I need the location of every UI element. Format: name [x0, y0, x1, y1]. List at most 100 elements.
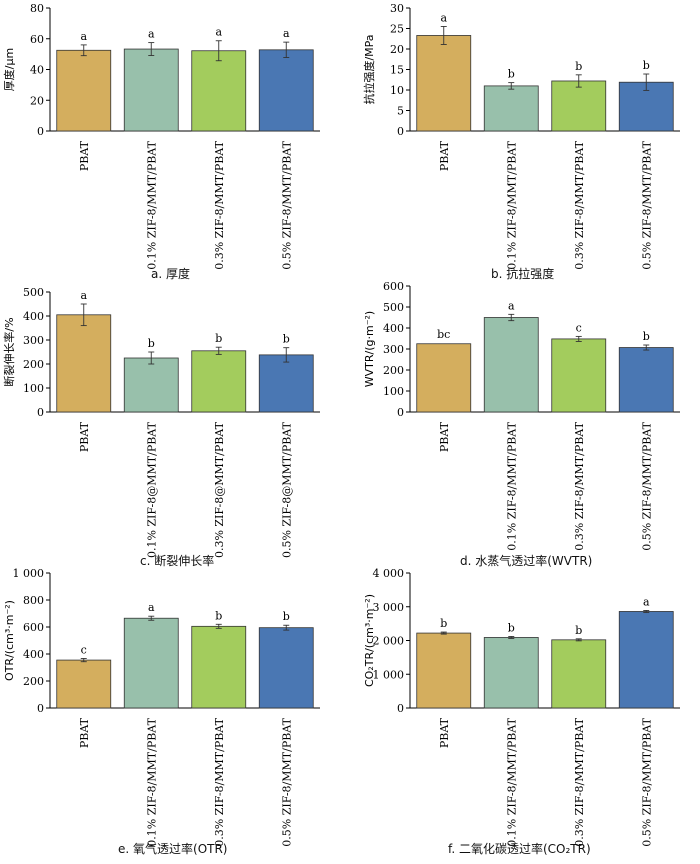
panel-c-bar [56, 314, 112, 413]
panel-f-significance-letter: b [575, 624, 582, 637]
panel-a-significance-letter: a [283, 27, 290, 40]
panel-b-y-tick-label: 0 [397, 125, 404, 138]
caption-a: a. 厚度 [151, 267, 190, 281]
panel-b-significance-letter: b [575, 60, 582, 73]
panel-a-bar [258, 49, 314, 132]
panel-b-category-label: 0.5% ZIF-8/MMT/PBAT [640, 140, 653, 269]
panel-f-y-tick-label: 2 000 [373, 635, 405, 648]
caption-c: c. 断裂伸长率 [140, 554, 215, 568]
panel-e-significance-letter: b [215, 609, 222, 622]
panel-d-category-label: 0.5% ZIF-8/MMT/PBAT [640, 421, 653, 550]
panel-c-category-label: 0.3% ZIF-8@MMT/PBAT [213, 421, 226, 558]
panel-e-bar [258, 627, 314, 709]
panel-b-bar [551, 80, 607, 132]
panel-c-y-tick-label: 400 [23, 310, 44, 323]
panel-a-y-tick-label: 0 [37, 125, 44, 138]
panel-e-category-label: 0.1% ZIF-8/MMT/PBAT [145, 717, 158, 846]
panel-a-bar [123, 48, 179, 132]
panel-e-category-label: 0.3% ZIF-8/MMT/PBAT [213, 717, 226, 846]
panel-b-bar [483, 85, 539, 132]
panel-d-category-label: 0.3% ZIF-8/MMT/PBAT [573, 421, 586, 550]
panel-a-y-label: 厚度/μm [2, 48, 16, 91]
panel-c-y-tick-label: 300 [23, 334, 44, 347]
panel-c-bar [191, 350, 247, 413]
panel-e-significance-letter: b [283, 610, 290, 623]
panel-e-category-label: PBAT [78, 717, 91, 748]
panel-a-category-label: 0.3% ZIF-8/MMT/PBAT [213, 140, 226, 269]
panel-a-category-label: 0.5% ZIF-8/MMT/PBAT [280, 140, 293, 269]
panel-b-y-tick-label: 10 [390, 84, 404, 97]
panel-d-category-label: 0.1% ZIF-8/MMT/PBAT [505, 421, 518, 550]
panel-d-y-tick-label: 600 [383, 280, 404, 293]
panel-b-y-tick-label: 15 [390, 64, 404, 77]
panel-a-bar [56, 49, 112, 132]
panel-e-y-tick-label: 200 [23, 675, 44, 688]
panel-f-significance-letter: a [643, 595, 650, 608]
panel-f-y-tick-label: 1 000 [373, 668, 405, 681]
panel-b-category-label: 0.3% ZIF-8/MMT/PBAT [573, 140, 586, 269]
panel-e-y-tick-label: 1 000 [13, 567, 45, 580]
panel-b-y-label: 抗拉强度/MPa [362, 34, 376, 104]
panel-e-y-tick-label: 400 [23, 648, 44, 661]
panel-c-category-label: 0.5% ZIF-8@MMT/PBAT [280, 421, 293, 558]
panel-c-significance-letter: b [283, 333, 290, 346]
panel-c-category-label: PBAT [78, 421, 91, 452]
panel-d-bar [416, 343, 472, 413]
panel-f-y-label: CO₂TR/(cm³·m⁻²) [363, 594, 376, 687]
panel-c-significance-letter: a [80, 289, 87, 302]
panel-e-bar [191, 625, 247, 709]
panel-c-y-tick-label: 100 [23, 382, 44, 395]
panel-d-y-tick-label: 400 [383, 322, 404, 335]
panel-b-y-tick-label: 5 [397, 105, 404, 118]
panel-b-bar [416, 35, 472, 132]
panel-c-y-label: 断裂伸长率/% [2, 317, 16, 386]
panel-a-bar [191, 50, 247, 132]
panel-e-y-label: OTR/(cm³·m⁻²) [3, 600, 16, 681]
panel-d-significance-letter: bc [437, 328, 450, 341]
caption-d: d. 水蒸气透过率(WVTR) [460, 554, 593, 568]
panel-f-y-tick-label: 4 000 [373, 567, 405, 580]
panel-b-significance-letter: b [508, 68, 515, 81]
panel-b-category-label: PBAT [438, 140, 451, 171]
panel-a-category-label: PBAT [78, 140, 91, 171]
panel-b-category-label: 0.1% ZIF-8/MMT/PBAT [505, 140, 518, 269]
panel-d-bar [483, 317, 539, 413]
panel-c-significance-letter: b [215, 332, 222, 345]
panel-e-category-label: 0.5% ZIF-8/MMT/PBAT [280, 717, 293, 846]
panel-d-y-label: WVTR/(g·m⁻²) [363, 311, 376, 387]
panel-c-y-tick-label: 500 [23, 286, 44, 299]
panel-c-significance-letter: b [148, 337, 155, 350]
panel-a-y-tick-label: 60 [30, 33, 44, 46]
panel-a-category-label: 0.1% ZIF-8/MMT/PBAT [145, 140, 158, 269]
panel-e-y-tick-label: 0 [37, 702, 44, 715]
panel-e-y-tick-label: 800 [23, 594, 44, 607]
panel-a-y-tick-label: 40 [30, 64, 44, 77]
panel-f-bar [618, 611, 674, 709]
panel-a-y-tick-label: 80 [30, 2, 44, 15]
panel-d-y-tick-label: 0 [397, 406, 404, 419]
caption-f: f. 二氧化碳透过率(CO₂TR) [448, 842, 591, 856]
panel-c-bar [123, 357, 179, 413]
panel-a-significance-letter: a [215, 26, 222, 39]
panel-f-y-tick-label: 0 [397, 702, 404, 715]
panel-f-bar [551, 639, 607, 709]
panel-f-significance-letter: b [508, 621, 515, 634]
panel-f-category-label: PBAT [438, 717, 451, 748]
panel-a-y-tick-label: 20 [30, 94, 44, 107]
panel-e-bar [123, 617, 179, 709]
panel-d-y-tick-label: 500 [383, 301, 404, 314]
panel-b-y-tick-label: 20 [390, 43, 404, 56]
caption-b: b. 抗拉强度 [491, 267, 555, 281]
panel-d-significance-letter: c [576, 321, 582, 334]
panel-c-y-tick-label: 200 [23, 358, 44, 371]
panel-c-y-tick-label: 0 [37, 406, 44, 419]
panel-d-y-tick-label: 200 [383, 364, 404, 377]
panel-f-bar [416, 632, 472, 709]
panel-c-category-label: 0.1% ZIF-8@MMT/PBAT [145, 421, 158, 558]
panel-b-significance-letter: b [643, 59, 650, 72]
panel-d-y-tick-label: 300 [383, 343, 404, 356]
caption-e: e. 氧气透过率(OTR) [118, 842, 228, 856]
panel-e-significance-letter: c [81, 643, 87, 656]
